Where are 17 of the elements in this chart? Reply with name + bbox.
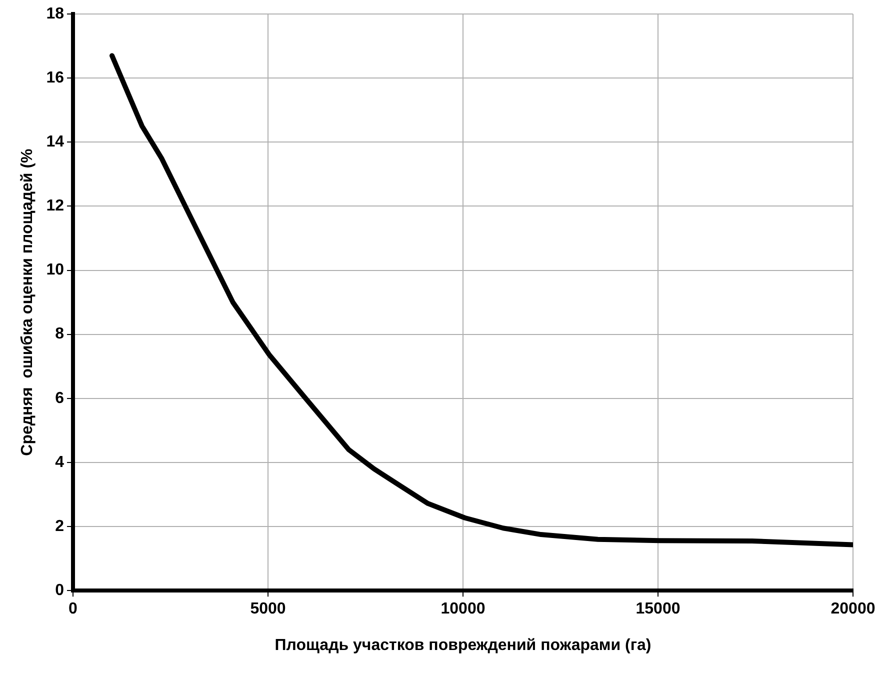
y-tick-label: 14	[46, 134, 64, 151]
y-tick-label: 4	[55, 454, 64, 471]
y-tick-label: 6	[55, 390, 64, 407]
y-tick-label: 10	[46, 262, 64, 279]
x-tick-label: 10000	[440, 600, 486, 618]
y-tick-label: 8	[55, 326, 64, 343]
x-tick-label: 5000	[250, 600, 286, 618]
x-axis-title: Площадь участков повреждений пожарами (га)	[274, 636, 652, 654]
y-axis-title: Средняя ошибка оценки площадей (%	[19, 148, 36, 456]
x-tick-label: 20000	[830, 600, 876, 618]
y-tick-label: 12	[46, 198, 64, 215]
x-tick-label: 15000	[636, 600, 680, 618]
y-tick-label: 18	[46, 5, 64, 22]
y-tick-label: 16	[46, 69, 64, 86]
y-tick-label: 0	[55, 582, 64, 600]
y-tick-label: 2	[55, 518, 64, 535]
x-tick-label: 0	[68, 600, 78, 618]
